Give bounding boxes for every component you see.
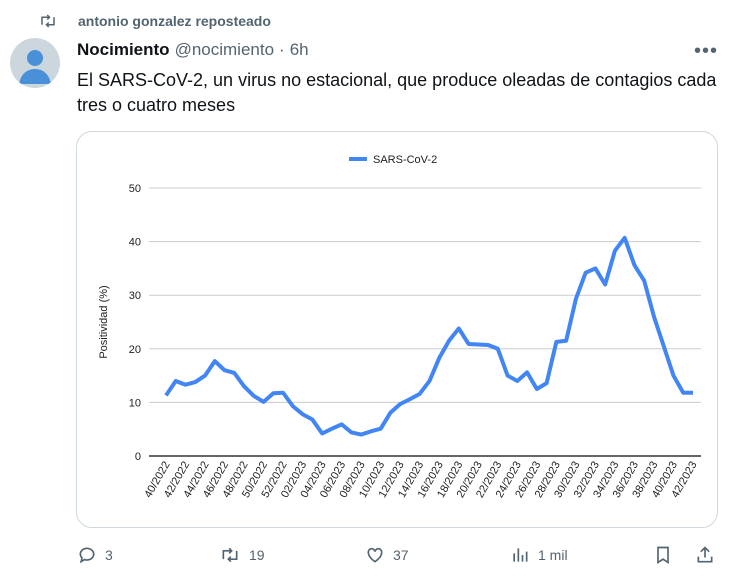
tweet-header: Nocimiento @nocimiento · 6h	[77, 40, 309, 60]
y-tick-label: 20	[129, 344, 141, 356]
heart-icon	[367, 547, 383, 563]
share-button[interactable]	[695, 545, 715, 565]
reply-icon	[79, 547, 95, 564]
like-button[interactable]: 37	[365, 545, 409, 565]
repost-button[interactable]: 19	[219, 545, 265, 565]
repost-text[interactable]: antonio gonzalez reposteado	[78, 13, 271, 29]
tweet-text: El SARS-CoV-2, un virus no estacional, q…	[77, 70, 717, 115]
reply-button[interactable]: 3	[77, 545, 113, 565]
like-count: 37	[393, 547, 409, 563]
bookmark-icon	[657, 546, 669, 565]
share-icon	[697, 546, 713, 563]
y-tick-label: 30	[129, 290, 141, 302]
repost-icon	[222, 547, 238, 563]
bookmark-button[interactable]	[653, 545, 673, 565]
series-line-sars-cov-2	[164, 235, 693, 437]
y-tick-label: 10	[129, 397, 141, 409]
separator: ·	[279, 40, 285, 59]
legend-label: SARS-CoV-2	[373, 154, 437, 166]
author-name[interactable]: Nocimiento	[77, 40, 170, 59]
tweet-time[interactable]: 6h	[289, 40, 309, 59]
reply-count: 3	[105, 547, 113, 563]
views-count: 1 mil	[538, 547, 568, 563]
more-options-icon[interactable]: •••	[694, 40, 719, 62]
default-avatar-icon	[19, 50, 51, 84]
chart-image[interactable]: 0 10 20 30 40 50 Positividad (%) 40/2022 42/2022…	[76, 131, 718, 528]
repost-icon	[41, 14, 55, 28]
avatar[interactable]	[10, 38, 60, 88]
repost-count: 19	[249, 547, 265, 563]
views-icon	[513, 548, 528, 562]
views-button[interactable]: 1 mil	[510, 545, 568, 565]
y-tick-label: 50	[129, 183, 141, 195]
action-bar: 3 19 37 1 mil	[77, 545, 727, 569]
y-tick-label: 40	[129, 237, 141, 249]
author-handle[interactable]: @nocimiento	[174, 40, 275, 59]
y-axis-label: Positividad (%)	[98, 285, 110, 358]
y-tick-label: 0	[135, 451, 141, 463]
repost-header: antonio gonzalez reposteado	[38, 12, 271, 30]
